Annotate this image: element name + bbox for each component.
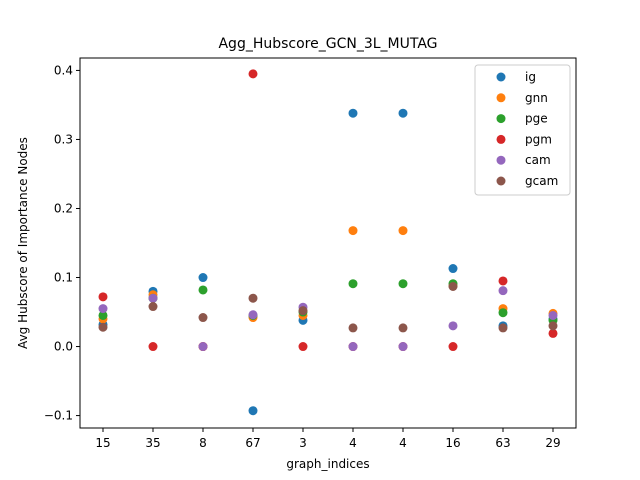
legend-marker-cam [496, 155, 506, 165]
point-ig [198, 273, 208, 283]
point-cam [198, 342, 208, 352]
y-tick-label: 0.1 [54, 271, 73, 285]
point-pgm [548, 328, 558, 338]
chart-title: Agg_Hubscore_GCN_3L_MUTAG [218, 36, 437, 52]
legend-label-gnn: gnn [525, 91, 548, 105]
legend-marker-ig [496, 72, 506, 82]
point-cam [548, 310, 558, 320]
point-cam [98, 304, 108, 314]
point-pge [98, 310, 108, 320]
point-pgm [498, 276, 508, 286]
x-tick-label: 4 [399, 436, 407, 450]
legend-marker-gcam [496, 176, 506, 186]
point-cam [448, 321, 458, 331]
point-pge [348, 279, 358, 289]
point-gcam [148, 302, 158, 312]
point-cam [348, 342, 358, 352]
legend-label-pgm: pgm [525, 132, 552, 146]
x-tick-label: 67 [245, 436, 260, 450]
legend-label-cam: cam [525, 153, 551, 167]
data-points [98, 69, 558, 416]
x-tick-label: 3 [299, 436, 307, 450]
x-tick-label: 4 [349, 436, 357, 450]
x-tick-label: 35 [145, 436, 160, 450]
y-axis-ticks: −0.1 0.0 0.1 0.2 0.3 0.4 [44, 63, 80, 423]
point-gnn [398, 226, 408, 236]
legend: ig gnn pge pgm cam gcam [474, 64, 571, 196]
y-tick-label: 0.2 [54, 201, 73, 215]
legend-label-pge: pge [525, 112, 548, 126]
point-gcam [498, 323, 508, 333]
y-tick-label: −0.1 [44, 409, 73, 423]
point-cam [248, 310, 258, 320]
point-cam [148, 293, 158, 303]
x-tick-label: 29 [545, 436, 560, 450]
point-gcam [398, 323, 408, 333]
legend-label-ig: ig [525, 70, 536, 84]
x-axis-ticks: 15 35 8 67 3 4 4 16 63 29 [95, 428, 561, 450]
point-gcam [448, 281, 458, 291]
point-cam [498, 286, 508, 296]
x-tick-label: 8 [199, 436, 207, 450]
point-gcam [298, 306, 308, 316]
y-tick-label: 0.3 [54, 132, 73, 146]
y-tick-label: 0.4 [54, 63, 73, 77]
legend-label-gcam: gcam [525, 174, 558, 188]
point-ig [398, 108, 408, 118]
point-pgm [98, 292, 108, 302]
x-tick-label: 63 [495, 436, 510, 450]
point-pge [398, 279, 408, 289]
point-pgm [248, 69, 258, 79]
point-cam [398, 342, 408, 352]
point-gcam [348, 323, 358, 333]
point-gcam [548, 321, 558, 331]
legend-marker-pge [496, 114, 506, 124]
point-pgm [448, 342, 458, 352]
plot-frame [79, 57, 577, 429]
point-gcam [248, 293, 258, 303]
x-tick-label: 15 [95, 436, 110, 450]
point-pge [198, 285, 208, 295]
legend-marker-pgm [496, 134, 506, 144]
x-tick-label: 16 [445, 436, 460, 450]
legend-marker-gnn [496, 93, 506, 103]
y-tick-label: 0.0 [54, 340, 73, 354]
x-axis-label: graph_indices [286, 457, 369, 471]
point-pgm [298, 342, 308, 352]
point-gcam [98, 322, 108, 332]
point-gnn [348, 226, 358, 236]
point-pgm [148, 342, 158, 352]
point-ig [448, 264, 458, 274]
point-ig [348, 108, 358, 118]
point-pge [498, 308, 508, 318]
point-ig [248, 406, 258, 416]
y-axis-label: Avg Hubscore of Importance Nodes [16, 137, 30, 349]
point-gcam [198, 313, 208, 323]
